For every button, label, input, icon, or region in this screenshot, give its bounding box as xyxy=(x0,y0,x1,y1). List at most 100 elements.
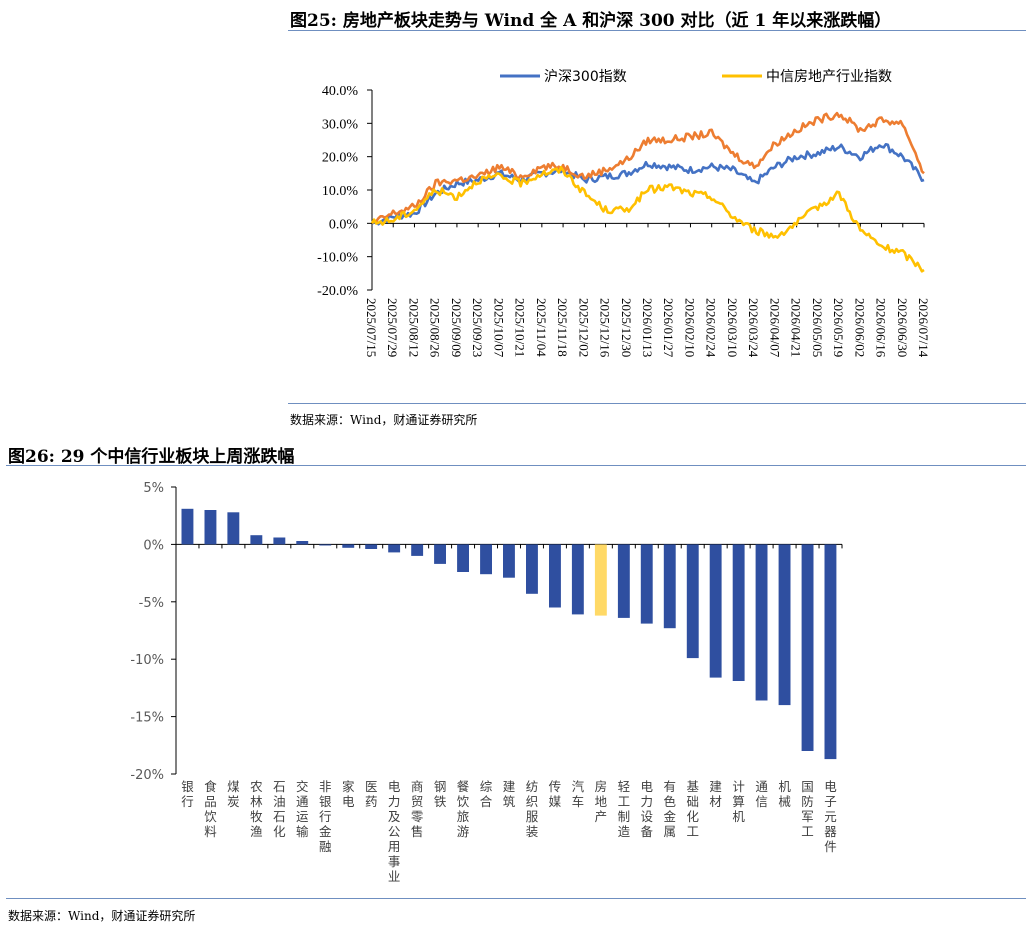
bar xyxy=(319,544,332,546)
category-label: 电力设备 xyxy=(641,779,654,839)
category-label: 煤炭 xyxy=(227,779,240,809)
y-tick-label: 30.0% xyxy=(322,117,359,132)
bar xyxy=(778,544,791,706)
category-label: 交通运输 xyxy=(296,779,309,839)
category-label: 商贸零售 xyxy=(411,779,424,839)
x-tick-label: 2026/03/10 xyxy=(725,298,740,357)
series-line xyxy=(371,143,925,226)
y-tick-label: -20% xyxy=(130,768,164,783)
bar xyxy=(388,544,401,553)
bar xyxy=(686,544,699,659)
y-tick-label: -5% xyxy=(139,596,164,611)
y-tick-label: -10.0% xyxy=(317,251,358,266)
x-tick-label: 2025/07/29 xyxy=(385,298,400,357)
y-tick-label: 20.0% xyxy=(322,151,359,166)
series-line xyxy=(370,165,925,273)
x-tick-label: 2026/07/14 xyxy=(916,298,931,358)
y-tick-label: -20.0% xyxy=(317,284,358,299)
bar xyxy=(526,544,538,594)
category-label: 传媒 xyxy=(549,779,562,809)
bar xyxy=(250,535,263,545)
category-label: 轻工制造 xyxy=(618,779,631,839)
y-tick-label: 5% xyxy=(143,481,164,496)
bar xyxy=(709,544,722,678)
y-tick-label: -10% xyxy=(130,653,164,668)
category-label: 汽车 xyxy=(572,779,585,809)
bar xyxy=(549,544,561,608)
x-tick-label: 2025/12/16 xyxy=(598,298,613,358)
category-label: 房地产 xyxy=(595,779,608,824)
legend-label: 沪深300指数 xyxy=(544,69,627,85)
bar xyxy=(411,544,424,556)
x-tick-label: 2026/03/24 xyxy=(746,298,761,358)
figure1-title: 图25: 房地产板块走势与 Wind 全 A 和沪深 300 对比（近 1 年以… xyxy=(290,11,892,31)
x-tick-label: 2025/07/15 xyxy=(364,298,379,357)
y-tick-label: 0.0% xyxy=(329,217,359,232)
x-tick-label: 2025/12/02 xyxy=(576,298,591,357)
bar xyxy=(732,544,745,681)
category-label: 食品饮料 xyxy=(204,779,217,839)
x-tick-label: 2026/05/05 xyxy=(810,298,825,357)
x-tick-label: 2025/12/30 xyxy=(619,298,634,357)
y-tick-label: 40.0% xyxy=(322,84,359,99)
category-label: 计算机 xyxy=(732,779,745,824)
category-label: 建筑 xyxy=(503,779,516,809)
x-tick-label: 2026/04/21 xyxy=(789,298,804,357)
x-tick-label: 2026/02/10 xyxy=(682,298,697,357)
y-tick-label: 0% xyxy=(143,538,164,553)
x-tick-label: 2025/09/23 xyxy=(470,298,485,357)
bar xyxy=(503,544,515,578)
category-label: 建材 xyxy=(709,779,722,809)
bar xyxy=(801,544,814,751)
category-label: 有色金属 xyxy=(664,779,677,839)
x-tick-label: 2025/11/04 xyxy=(534,298,549,357)
series-line xyxy=(370,111,925,225)
bar-chart: 5% 0% -5% -10% -15% -20% 银行食品饮料煤炭农林牧渔石油石化交通运输非… xyxy=(130,481,843,884)
bar xyxy=(457,544,469,572)
x-tick-label: 2025/10/21 xyxy=(513,298,528,357)
x-tick-label: 2026/06/16 xyxy=(874,298,889,358)
figure1-bottom-rule xyxy=(288,403,1026,404)
figure2-bottom-rule xyxy=(6,898,1026,899)
x-tick-label: 2026/01/13 xyxy=(640,298,655,357)
bar xyxy=(640,544,653,624)
bar xyxy=(434,544,446,564)
figure1-source: 数据来源：Wind，财通证券研究所 xyxy=(290,413,478,427)
line-chart: 40.0% 30.0% 20.0% 10.0% 0.0% -10.0% -20.0% 2025… xyxy=(317,69,931,358)
x-tick-label: 2026/06/02 xyxy=(852,298,867,357)
bar xyxy=(204,510,217,545)
bar xyxy=(663,544,676,629)
y-tick-label: -15% xyxy=(130,711,164,726)
category-label: 国防军工 xyxy=(801,779,814,839)
figure1-title-rule xyxy=(288,30,1026,31)
bar xyxy=(480,544,492,575)
category-label: 纺织服装 xyxy=(526,779,539,839)
figure2-title: 图26: 29 个中信行业板块上周涨跌幅 xyxy=(8,447,295,467)
x-tick-label: 2025/09/09 xyxy=(449,298,464,357)
x-tick-label: 2025/11/18 xyxy=(555,298,570,357)
bar xyxy=(365,544,378,549)
category-label: 钢铁 xyxy=(434,779,447,809)
x-tick-label: 2026/05/19 xyxy=(831,298,846,357)
legend-label: 中信房地产行业指数 xyxy=(766,69,892,85)
category-label: 银行 xyxy=(181,779,194,809)
category-label: 餐饮旅游 xyxy=(457,779,470,839)
bar xyxy=(824,544,837,760)
category-label: 家电 xyxy=(342,779,355,809)
figure2-title-rule xyxy=(6,465,1026,466)
bar xyxy=(342,544,355,548)
category-label: 医药 xyxy=(365,779,378,809)
category-label: 机械 xyxy=(778,779,791,809)
bar xyxy=(227,512,240,545)
x-tick-label: 2026/06/30 xyxy=(895,298,910,357)
category-label: 石油石化 xyxy=(273,779,286,839)
bar xyxy=(755,544,768,701)
bar xyxy=(181,508,194,545)
x-tick-label: 2026/04/07 xyxy=(767,298,782,358)
bar xyxy=(296,541,309,545)
category-label: 综合 xyxy=(480,779,493,809)
bar xyxy=(594,544,607,616)
figure2-source: 数据来源：Wind，财通证券研究所 xyxy=(8,909,196,923)
category-label: 农林牧渔 xyxy=(250,779,263,839)
y-tick-label: 10.0% xyxy=(322,184,359,199)
